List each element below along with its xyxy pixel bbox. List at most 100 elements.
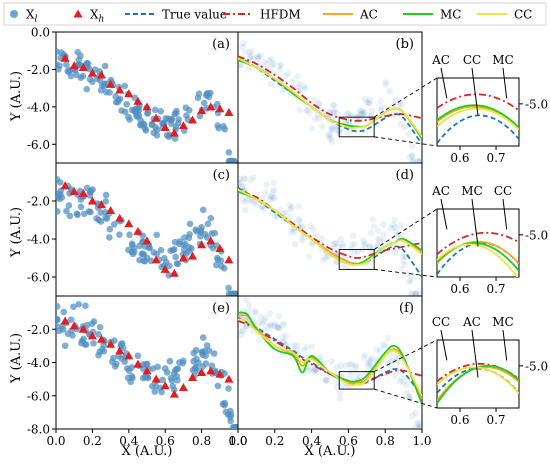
low-fidelity-point-faint [239, 43, 246, 51]
legend-label: Xl [26, 8, 38, 25]
plot-area [238, 174, 422, 296]
low-fidelity-point-faint [238, 331, 245, 339]
low-fidelity-point-faint [391, 372, 399, 379]
low-fidelity-point-faint [326, 131, 333, 138]
low-fidelity-point-faint [412, 290, 419, 296]
low-fidelity-point [202, 360, 210, 367]
low-fidelity-point [170, 370, 178, 377]
inset-annotation-pointer [502, 67, 508, 99]
low-fidelity-point [196, 112, 204, 120]
low-fidelity-point [204, 220, 212, 228]
high-fidelity-point [87, 331, 97, 340]
high-fidelity-point [106, 339, 116, 348]
low-fidelity-point-faint [298, 237, 306, 244]
low-fidelity-point-faint [398, 101, 405, 109]
low-fidelity-point [70, 303, 77, 311]
inset-annotation: MC [492, 53, 513, 67]
inset-annotation-pointer [471, 198, 479, 247]
y-tick-label: -6.0 [27, 271, 50, 285]
inset-x-tick-label: 0.7 [486, 282, 505, 296]
legend-item-xl: Xl [10, 8, 38, 25]
inset-annotation-pointer [440, 198, 448, 230]
low-fidelity-point [173, 260, 181, 267]
low-fidelity-point-faint [238, 328, 245, 335]
low-fidelity-point-faint [268, 62, 276, 70]
low-fidelity-point-faint [238, 179, 243, 187]
high-fidelity-point [197, 367, 207, 376]
low-fidelity-point [172, 253, 179, 261]
low-fidelity-point-faint [398, 265, 405, 273]
low-fidelity-point-faint [348, 361, 355, 368]
low-fidelity-point [207, 214, 215, 222]
low-fidelity-point [205, 93, 213, 101]
high-fidelity-point [142, 236, 152, 245]
zoom-connector [373, 339, 438, 373]
low-fidelity-point-faint [303, 343, 310, 351]
low-fidelity-point [129, 250, 137, 258]
low-fidelity-point [174, 376, 181, 384]
low-fidelity-point-faint [327, 133, 334, 141]
low-fidelity-point [203, 342, 211, 349]
low-fidelity-point-faint [272, 213, 279, 221]
x-tick-label: 0.0 [228, 434, 247, 448]
low-fidelity-point [56, 316, 61, 324]
series-line-cc [238, 57, 422, 138]
low-fidelity-point-faint [409, 157, 416, 163]
low-fidelity-point-faint [245, 307, 252, 314]
low-fidelity-point-faint [353, 118, 360, 126]
low-fidelity-point-faint [393, 356, 401, 364]
high-fidelity-point [169, 268, 179, 277]
low-fidelity-point-faint [269, 189, 277, 196]
low-fidelity-point-faint [360, 237, 367, 244]
low-fidelity-point-faint [319, 256, 327, 264]
low-fidelity-point-faint [270, 186, 278, 194]
panel-label: (b) [396, 37, 414, 52]
low-fidelity-point-faint [344, 111, 351, 118]
low-fidelity-point [195, 90, 203, 98]
low-fidelity-point-faint [379, 221, 387, 228]
inset-series-cc [437, 107, 519, 131]
high-fidelity-point [133, 226, 143, 235]
low-fidelity-point [136, 242, 143, 250]
panel-a: 0.0 -2.0 -4.0 -6.0 (a) [27, 26, 239, 164]
low-fidelity-point-faint [239, 196, 247, 203]
low-fidelity-point [118, 107, 125, 114]
low-fidelity-point-faint [286, 201, 294, 209]
low-fidelity-point-faint [295, 216, 302, 223]
x-tick-label: 0.4 [302, 434, 321, 448]
low-fidelity-point-faint [376, 347, 384, 354]
low-fidelity-point-faint [296, 106, 303, 114]
low-fidelity-point-faint [373, 357, 381, 364]
low-fidelity-point [189, 366, 197, 374]
high-fidelity-point [160, 381, 170, 390]
high-fidelity-point [78, 188, 88, 197]
low-fidelity-point-faint [271, 194, 278, 202]
low-fidelity-point-faint [335, 379, 342, 386]
low-fidelity-point [232, 424, 238, 429]
high-fidelity-point [215, 369, 225, 378]
low-fidelity-point-faint [299, 234, 307, 241]
low-fidelity-point [199, 334, 207, 341]
low-fidelity-point [197, 228, 205, 236]
y-tick-label: -4.0 [27, 100, 50, 114]
low-fidelity-point-faint [282, 209, 289, 216]
y-tick-label: -6.0 [27, 138, 50, 152]
low-fidelity-point [165, 133, 173, 140]
y-axis-label-top: Y (A.U.) [9, 71, 24, 122]
low-fidelity-point [170, 386, 178, 393]
low-fidelity-point-faint [288, 203, 296, 211]
low-fidelity-point [56, 323, 61, 330]
low-fidelity-point-faint [258, 203, 266, 210]
low-fidelity-point-faint [392, 228, 400, 235]
low-fidelity-point [90, 318, 98, 325]
low-fidelity-point-faint [256, 319, 263, 326]
low-fidelity-point [102, 214, 109, 221]
low-fidelity-point [148, 121, 156, 129]
high-fidelity-point [69, 187, 79, 195]
low-fidelity-point [141, 257, 149, 265]
plot-area [238, 40, 422, 163]
low-fidelity-point-faint [268, 322, 275, 329]
y-tick-label: 0.0 [31, 26, 50, 40]
inset-b: 0.6 0.7 -5.0 AC CC MC [373, 53, 548, 165]
low-fidelity-point [225, 149, 233, 156]
